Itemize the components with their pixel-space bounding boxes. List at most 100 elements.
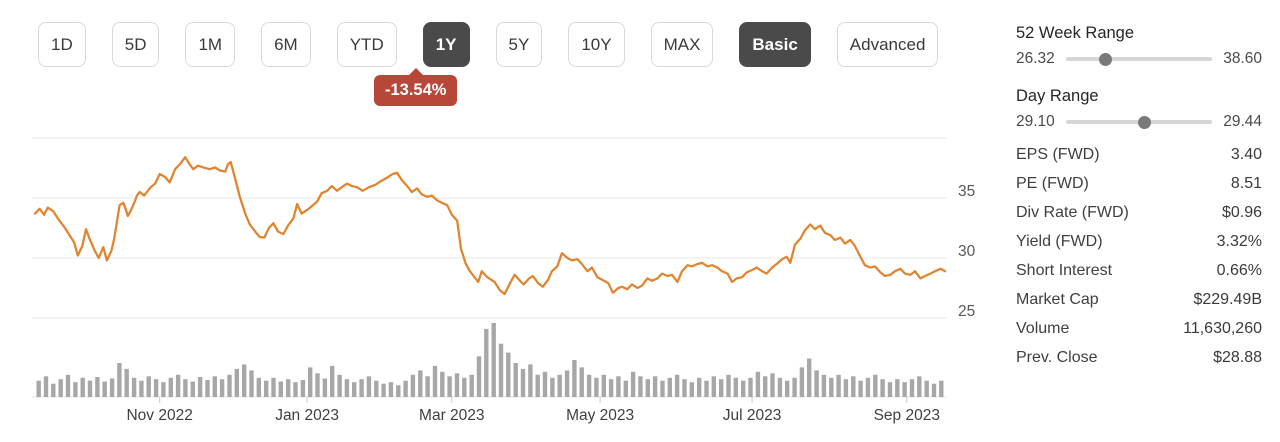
volume-bar (153, 379, 159, 397)
volume-bar (440, 371, 445, 397)
volume-bar (242, 364, 247, 397)
stat-row: Volume 11,630,260 (1016, 314, 1262, 343)
range-button-basic[interactable]: Basic (739, 22, 811, 67)
stat-label: EPS (FWD) (1016, 145, 1100, 163)
price-line (33, 156, 947, 296)
price-chart[interactable]: Nov 2022 Jan 2023 Mar 2023 May 2023 Jul 2023… (30, 125, 980, 430)
volume-bar (131, 377, 137, 397)
stat-row: Div Rate (FWD) $0.96 (1016, 198, 1262, 227)
volume-bar (315, 373, 320, 397)
stat-value: 3.32% (1216, 232, 1262, 250)
range-button-advanced[interactable]: Advanced (836, 22, 939, 67)
volume-bar (73, 382, 78, 397)
range-title: Day Range (1016, 87, 1099, 105)
volume-bar (528, 364, 533, 397)
volume-bar (608, 379, 614, 397)
volume-bar (95, 377, 100, 397)
volume-bar (667, 377, 672, 397)
range-button-10y[interactable]: 10Y (568, 22, 625, 67)
range-title: 52 Week Range (1016, 24, 1135, 42)
volume-bar (80, 377, 85, 397)
volume-bar (829, 377, 834, 397)
volume-bar (219, 379, 225, 397)
volume-bar (785, 380, 790, 397)
volume-bar (227, 374, 232, 397)
range-button-1y[interactable]: 1Y (422, 22, 470, 67)
volume-bar (572, 360, 577, 397)
range-sliders-container: 52 Week Range 26.32 38.60 Day Range 29.1… (1016, 24, 1262, 130)
volume-bar (689, 382, 694, 397)
volume-bar (674, 374, 680, 397)
stat-row: PE (FWD) 8.51 (1016, 169, 1262, 198)
volume-bar (381, 383, 386, 397)
volume-bar (469, 374, 474, 397)
stat-label: Volume (1016, 319, 1070, 337)
volume-bar (513, 363, 518, 397)
x-tick-label: Jul 2023 (723, 407, 782, 424)
range-max-value: 29.44 (1223, 113, 1262, 130)
range-button-ytd[interactable]: YTD (336, 22, 397, 67)
volume-bar (454, 373, 460, 397)
volume-bar (183, 379, 188, 397)
volume-bar (704, 380, 709, 397)
volume-bar (931, 383, 937, 397)
volume-bar (330, 365, 335, 397)
volume-bar (102, 381, 107, 397)
volume-bar (425, 376, 430, 397)
range-button-1m[interactable]: 1M (185, 22, 236, 67)
volume-bar (638, 376, 643, 397)
volume-bar (697, 377, 702, 397)
volume-bar (924, 380, 929, 397)
volume-bar (447, 376, 452, 397)
volume-bar (87, 380, 93, 397)
volume-bar (146, 376, 151, 397)
volume-bar (579, 367, 584, 397)
stat-value: 3.40 (1230, 145, 1262, 163)
volume-bar (645, 379, 650, 397)
range-button-5d[interactable]: 5D (111, 22, 160, 67)
volume-bar (917, 376, 922, 397)
y-tick-label: 35 (958, 183, 975, 200)
volume-bar (109, 378, 115, 397)
volume-bar (630, 371, 636, 397)
stats-panel: 52 Week Range 26.32 38.60 Day Range 29.1… (1016, 24, 1262, 372)
volume-bar (586, 374, 592, 397)
volume-bar (300, 380, 306, 397)
volume-bar (462, 377, 467, 397)
stat-value: $229.49B (1193, 290, 1262, 308)
volume-bar (550, 377, 555, 397)
range-max-value: 38.60 (1223, 50, 1262, 67)
volume-bar (410, 374, 416, 397)
volume-bar (484, 328, 489, 397)
range-button-6m[interactable]: 6M (261, 22, 311, 67)
volume-bar (748, 377, 753, 397)
range-button-1d[interactable]: 1D (38, 22, 86, 67)
stat-row: Short Interest 0.66% (1016, 256, 1262, 285)
range-slider-knob-icon (1098, 52, 1112, 66)
range-slider-knob-icon (1138, 115, 1152, 129)
range-button-max[interactable]: MAX (650, 22, 714, 67)
volume-bar (418, 370, 423, 397)
stat-row: Market Cap $229.49B (1016, 285, 1262, 314)
volume-bar (359, 379, 364, 397)
volume-bar (865, 377, 871, 397)
volume-bar (271, 377, 276, 397)
volume-bar (168, 377, 173, 397)
volume-bar (777, 377, 783, 397)
volume-bar (719, 379, 724, 397)
range-button-5y[interactable]: 5Y (495, 22, 543, 67)
change-badge-value: -13.54% (385, 81, 447, 99)
volume-bar (843, 379, 849, 397)
volume-bar (65, 374, 71, 397)
volume-bar (858, 380, 863, 397)
volume-bar (623, 380, 628, 397)
volume-bar (344, 379, 350, 397)
volume-bar (506, 352, 511, 397)
stat-row: Yield (FWD) 3.32% (1016, 227, 1262, 256)
volume-bar (264, 380, 269, 397)
range-slider-track (1066, 52, 1212, 66)
volume-bar (388, 382, 394, 397)
stat-label: Div Rate (FWD) (1016, 203, 1129, 221)
chart-svg[interactable]: Nov 2022 Jan 2023 Mar 2023 May 2023 Jul 2023… (30, 125, 980, 430)
volume-bar (770, 373, 775, 397)
